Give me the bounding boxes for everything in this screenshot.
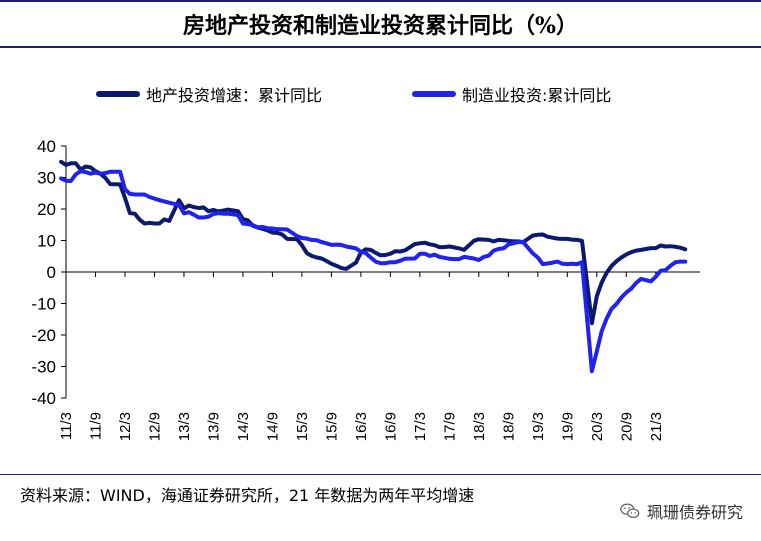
y-tick-label: -20 <box>31 326 56 345</box>
x-tick-label: 18/9 <box>500 412 517 441</box>
x-tick-label: 19/9 <box>559 412 576 441</box>
wechat-icon <box>620 503 640 519</box>
legend-swatch-real-estate <box>96 91 140 97</box>
x-tick-label: 13/9 <box>205 412 222 441</box>
y-tick-label: 30 <box>37 169 56 188</box>
x-tick-label: 15/9 <box>323 412 340 441</box>
top-rule <box>0 0 761 2</box>
legend-label-real-estate: 地产投资增速：累计同比 <box>146 86 323 105</box>
x-tick-label: 21/3 <box>648 412 665 441</box>
source-note: 资料来源：WIND，海通证券研究所，21 年数据为两年平均增速 <box>20 486 475 505</box>
y-tick-label: -10 <box>31 295 56 314</box>
legend: 地产投资增速：累计同比 制造业投资:累计同比 <box>0 82 761 108</box>
y-tick-label: 40 <box>37 137 56 156</box>
x-tick-label: 13/3 <box>176 412 193 441</box>
legend-swatch-manufacturing <box>412 91 456 97</box>
x-tick-label: 17/3 <box>412 412 429 441</box>
x-tick-label: 11/9 <box>87 412 104 440</box>
x-tick-label: 19/3 <box>530 412 547 441</box>
x-tick-label: 20/3 <box>589 412 606 441</box>
x-tick-label: 18/3 <box>471 412 488 441</box>
x-tick-label: 17/9 <box>441 412 458 441</box>
legend-item-real-estate: 地产投资增速：累计同比 <box>96 82 322 106</box>
series-line-manufacturing <box>59 169 688 374</box>
y-tick-label: -30 <box>31 358 56 377</box>
y-tick-label: 10 <box>37 232 56 251</box>
x-tick-label: 14/3 <box>235 412 252 441</box>
legend-label-manufacturing: 制造业投资:累计同比 <box>462 86 612 105</box>
x-tick-label: 20/9 <box>618 412 635 441</box>
x-tick-label: 15/3 <box>294 412 311 441</box>
title-rule <box>0 46 761 48</box>
x-tick-label: 16/3 <box>353 412 370 441</box>
x-tick-label: 16/9 <box>382 412 399 441</box>
watermark: 珮珊债券研究 <box>619 499 743 523</box>
y-tick-label: 0 <box>47 263 56 282</box>
x-tick-label: 11/3 <box>58 412 75 440</box>
x-tick-label: 12/3 <box>117 412 134 441</box>
y-tick-label: -40 <box>31 389 56 408</box>
y-tick-label: 20 <box>37 200 56 219</box>
series-line-real-estate <box>59 159 688 326</box>
watermark-text: 珮珊债券研究 <box>646 503 743 522</box>
legend-item-manufacturing: 制造业投资:累计同比 <box>412 82 611 106</box>
x-tick-label: 12/9 <box>146 412 163 441</box>
x-tick-label: 14/9 <box>264 412 281 441</box>
source-rule <box>0 474 761 475</box>
chart-title: 房地产投资和制造业投资累计同比（%） <box>183 13 578 39</box>
